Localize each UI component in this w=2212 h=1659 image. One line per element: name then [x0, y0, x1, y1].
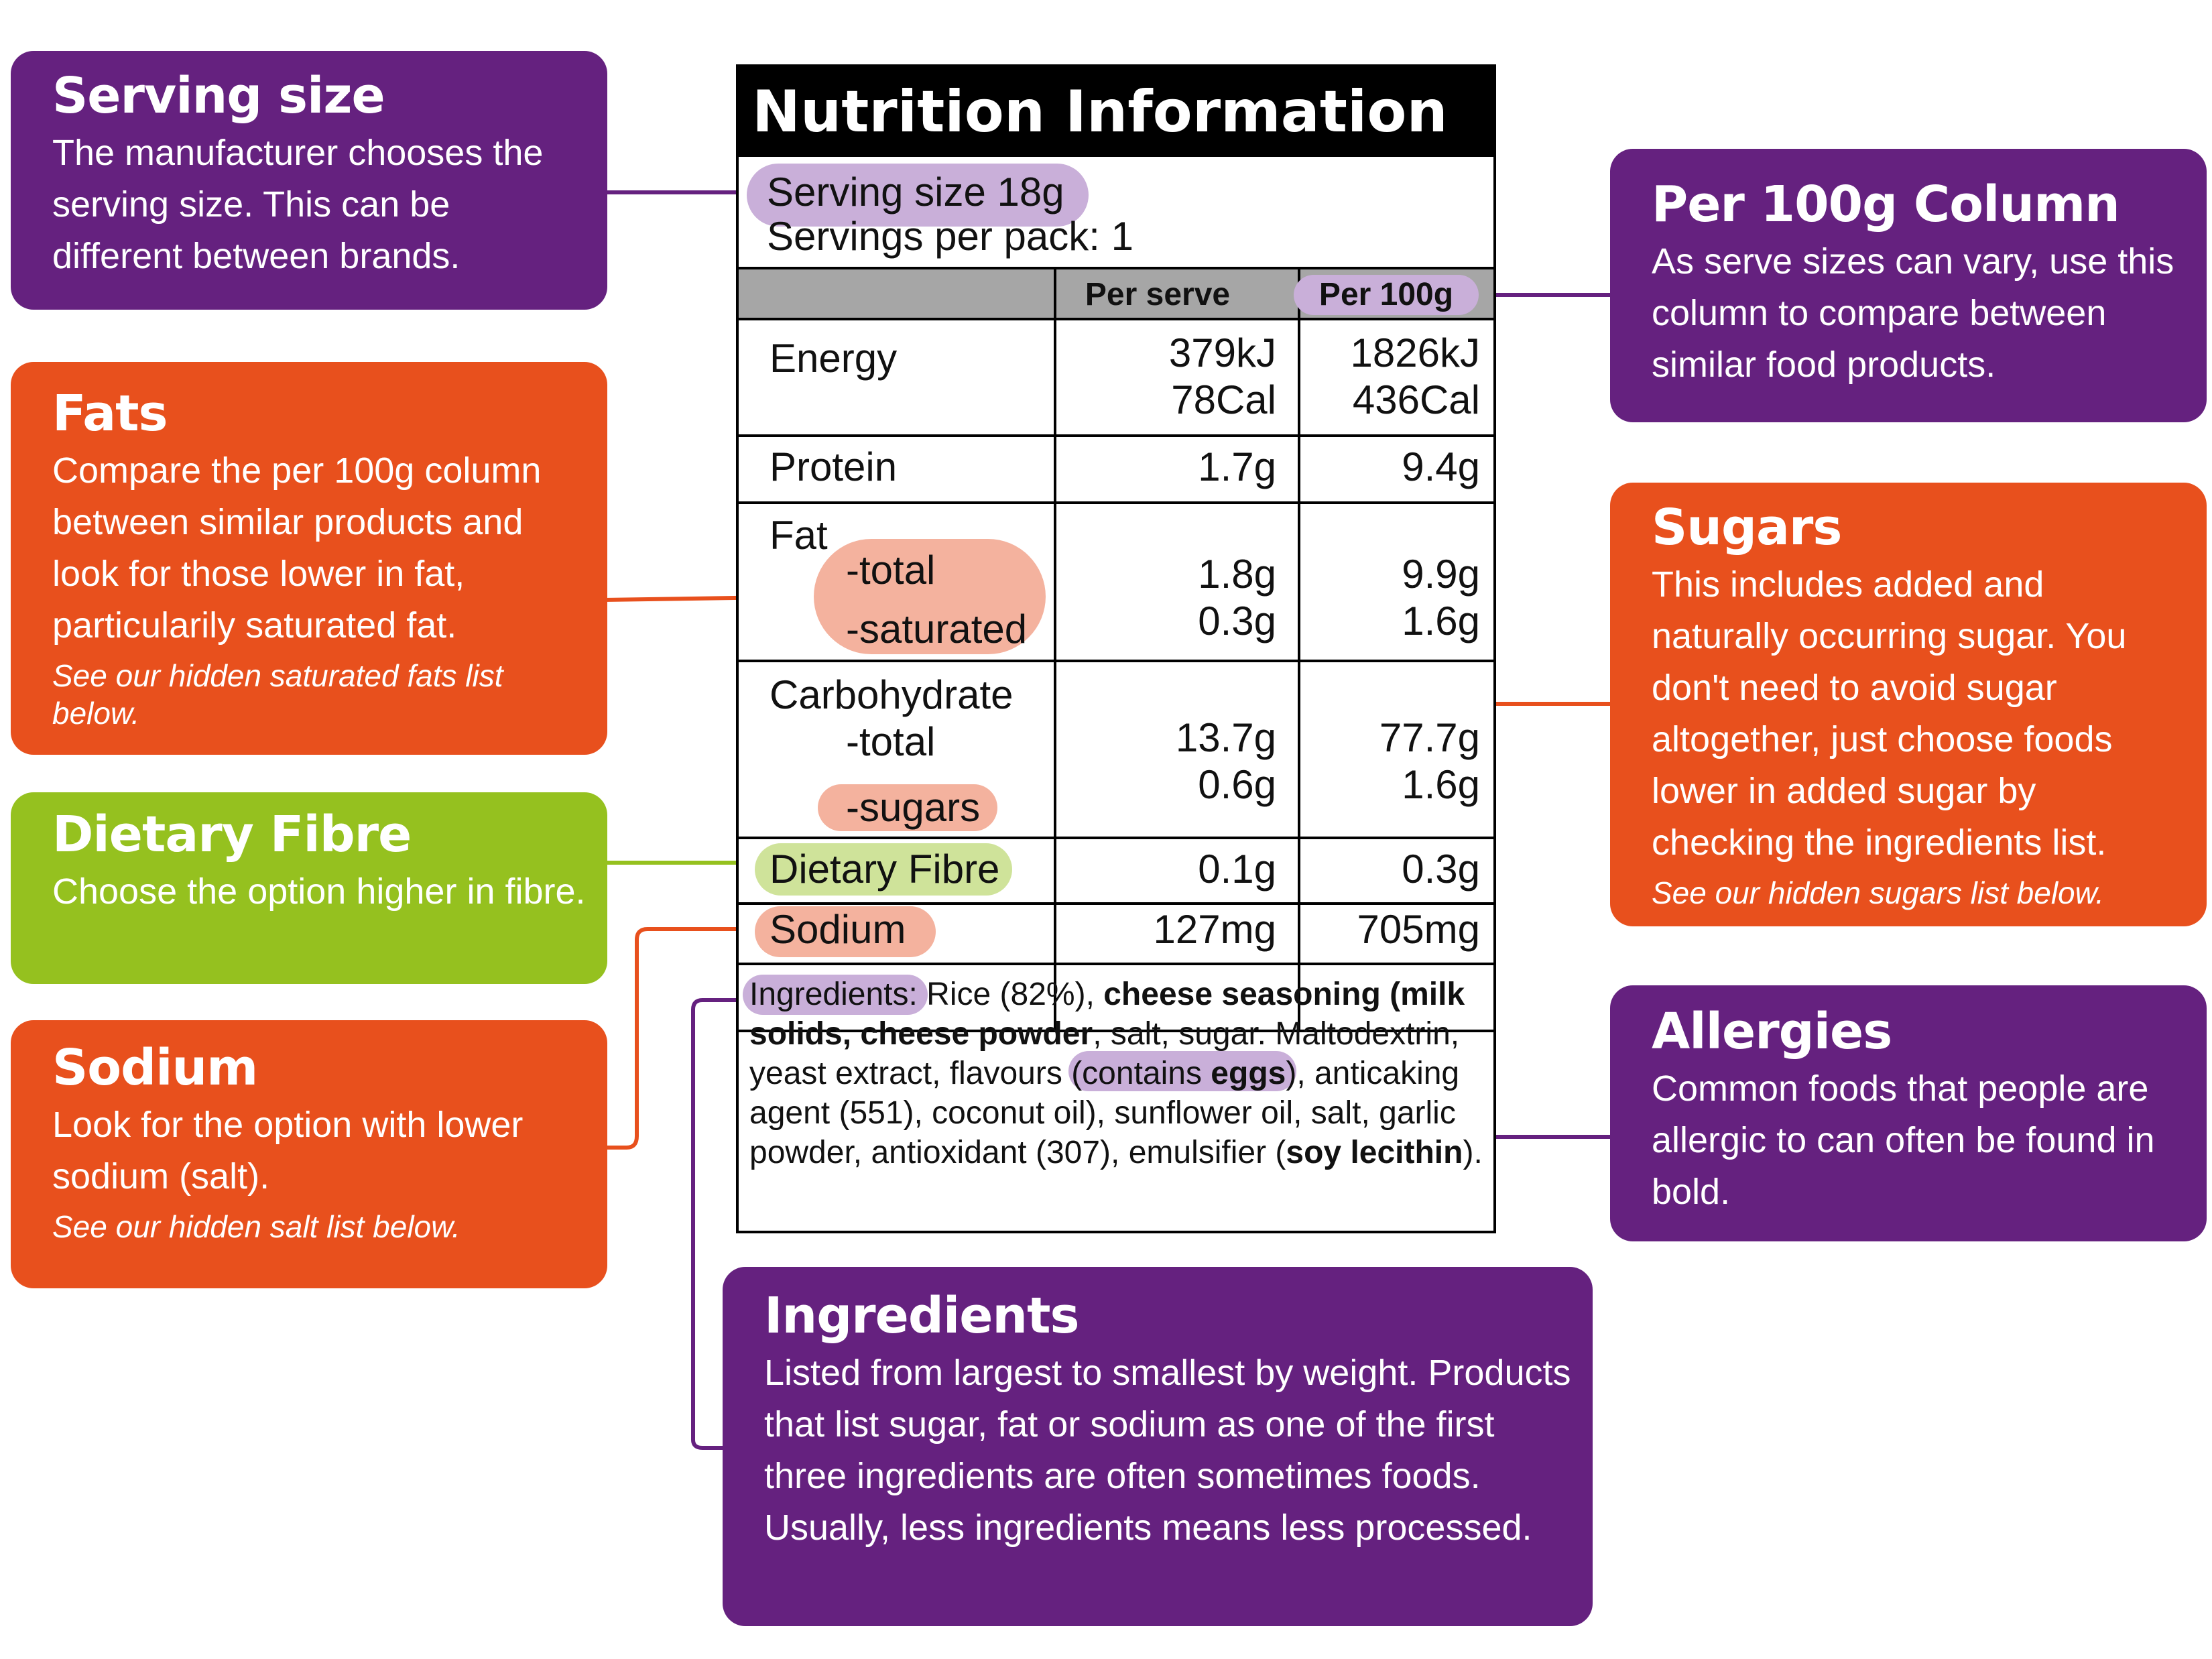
ingredients-label-highlight: [743, 975, 928, 1015]
callout-text: Listed from largest to smallest by weigh…: [764, 1353, 1571, 1548]
servings-per-pack: Servings per pack: 1: [767, 214, 1133, 259]
energy-per-serve-kj: 379kJ: [1168, 330, 1276, 375]
ingredients-bold-allergen: cheese seasoning (milk solids, cheese po…: [749, 977, 1465, 1052]
callout-title: Ingredients: [764, 1287, 1080, 1345]
callout-fats: Fats Compare the per 100g column between…: [11, 362, 607, 755]
ingredients-connector: [691, 998, 743, 1450]
serving-size: Serving size 18g: [767, 170, 1064, 214]
callout-title: Per 100g Column: [1652, 176, 2120, 233]
callout-text: Look for the option with lower sodium (s…: [52, 1105, 524, 1196]
fat-total-per-serve: 1.8g: [1198, 552, 1276, 597]
fat-saturated-label: -saturated: [846, 607, 1028, 652]
divider: [739, 501, 1493, 504]
panel-title: Nutrition Information: [739, 67, 1493, 157]
callout-title: Fats: [52, 385, 168, 442]
sugars-highlight: [818, 784, 997, 831]
column-header-per-serve: Per serve: [1085, 277, 1231, 312]
sodium-connector: [603, 927, 744, 1150]
callout-text: Choose the option higher in fibre.: [52, 871, 586, 912]
callout-ingredients: Ingredients Listed from largest to small…: [723, 1267, 1593, 1626]
row-label-sodium: Sodium: [770, 907, 906, 952]
row-label-energy: Energy: [770, 336, 898, 381]
ingredients-text: ): [1286, 1056, 1297, 1091]
callout-per-100g-column: Per 100g Column As serve sizes can vary,…: [1610, 149, 2207, 422]
carbohydrate-total-per-serve: 13.7g: [1175, 715, 1276, 760]
ingredients-bold-allergen: soy lecithin: [1286, 1135, 1463, 1170]
row-label-fat: Fat: [770, 513, 828, 558]
ingredients-text: ).: [1463, 1135, 1483, 1170]
ingredients-text: Rice (82%),: [917, 977, 1104, 1012]
energy-per-100g-cal: 436Cal: [1352, 377, 1480, 422]
callout-title: Serving size: [52, 67, 385, 125]
ingredients-text: , salt, sugar. Maltodextrin, yeast extra…: [749, 1016, 1460, 1091]
callout-text: This includes added and naturally occurr…: [1652, 564, 2127, 863]
callout-allergies: Allergies Common foods that people are a…: [1610, 985, 2207, 1241]
callout-sodium: Sodium Look for the option with lower so…: [11, 1020, 607, 1288]
fat-saturated-per-serve: 0.3g: [1198, 599, 1276, 643]
fibre-per-100g: 0.3g: [1402, 847, 1480, 892]
allergen-highlight: [1068, 1051, 1296, 1091]
divider: [739, 267, 1493, 269]
callout-sugars: Sugars This includes added and naturally…: [1610, 483, 2207, 926]
column-divider: [1054, 267, 1056, 1032]
callout-title: Dietary Fibre: [52, 806, 412, 863]
callout-serving-size: Serving size The manufacturer chooses th…: [11, 51, 607, 310]
fat-total-per-100g: 9.9g: [1402, 552, 1480, 597]
sodium-per-100g: 705mg: [1357, 907, 1480, 952]
sugars-per-serve: 0.6g: [1198, 762, 1276, 807]
ingredients-bold-allergen: eggs: [1211, 1056, 1286, 1091]
per-100g-highlight: [1294, 275, 1479, 315]
sodium-per-serve: 127mg: [1153, 907, 1276, 952]
ingredients-list: Ingredients: Rice (82%), cheese seasonin…: [749, 975, 1487, 1172]
row-label-protein: Protein: [770, 444, 898, 489]
column-divider: [1298, 267, 1300, 1032]
callout-dietary-fibre: Dietary Fibre Choose the option higher i…: [11, 792, 607, 984]
protein-per-100g: 9.4g: [1402, 444, 1480, 489]
fibre-highlight: [755, 843, 1012, 896]
carbohydrate-sugars-label: -sugars: [846, 785, 981, 830]
carbohydrate-total-label: -total: [846, 719, 936, 764]
ingredients-text: , anticaking agent (551), coconut oil), …: [749, 1056, 1460, 1170]
carbohydrate-total-per-100g: 77.7g: [1379, 715, 1480, 760]
fat-highlight: [814, 539, 1046, 654]
energy-per-serve-cal: 78Cal: [1171, 377, 1276, 422]
callout-title: Sugars: [1652, 499, 1842, 556]
callout-text: As serve sizes can vary, use this column…: [1652, 241, 2174, 385]
fat-saturated-per-100g: 1.6g: [1402, 599, 1480, 643]
callout-note: See our hidden salt list below.: [52, 1209, 460, 1244]
divider: [739, 318, 1493, 320]
fat-total-label: -total: [846, 548, 936, 593]
protein-per-serve: 1.7g: [1198, 444, 1276, 489]
sodium-highlight: [755, 906, 936, 957]
fibre-per-serve: 0.1g: [1198, 847, 1276, 892]
divider: [739, 660, 1493, 662]
callout-note: See our hidden saturated fats list below…: [52, 658, 503, 731]
row-label-carbohydrate: Carbohydrate: [770, 672, 1013, 717]
callout-text: Common foods that people are allergic to…: [1652, 1068, 2155, 1212]
divider: [739, 434, 1493, 437]
callout-title: Sodium: [52, 1039, 258, 1097]
callout-note: See our hidden sugars list below.: [1652, 875, 2105, 910]
row-label-dietary-fibre: Dietary Fibre: [770, 847, 1000, 892]
ingredients-text: (contains: [1071, 1056, 1211, 1091]
divider: [739, 902, 1493, 905]
callout-text: The manufacturer chooses the serving siz…: [52, 133, 544, 276]
ingredients-label: Ingredients:: [749, 977, 918, 1012]
serving-size-highlight: [747, 164, 1089, 227]
energy-per-100g-kj: 1826kJ: [1350, 330, 1480, 375]
column-header-per-100g: Per 100g: [1318, 277, 1454, 312]
callout-text: Compare the per 100g column between simi…: [52, 450, 542, 646]
callout-title: Allergies: [1652, 1003, 1892, 1060]
sugars-per-100g: 1.6g: [1402, 762, 1480, 807]
divider: [739, 1030, 1493, 1032]
nutrition-information-panel: Nutrition Information Serving size 18g S…: [736, 64, 1496, 1233]
divider: [739, 963, 1493, 965]
divider: [739, 837, 1493, 839]
